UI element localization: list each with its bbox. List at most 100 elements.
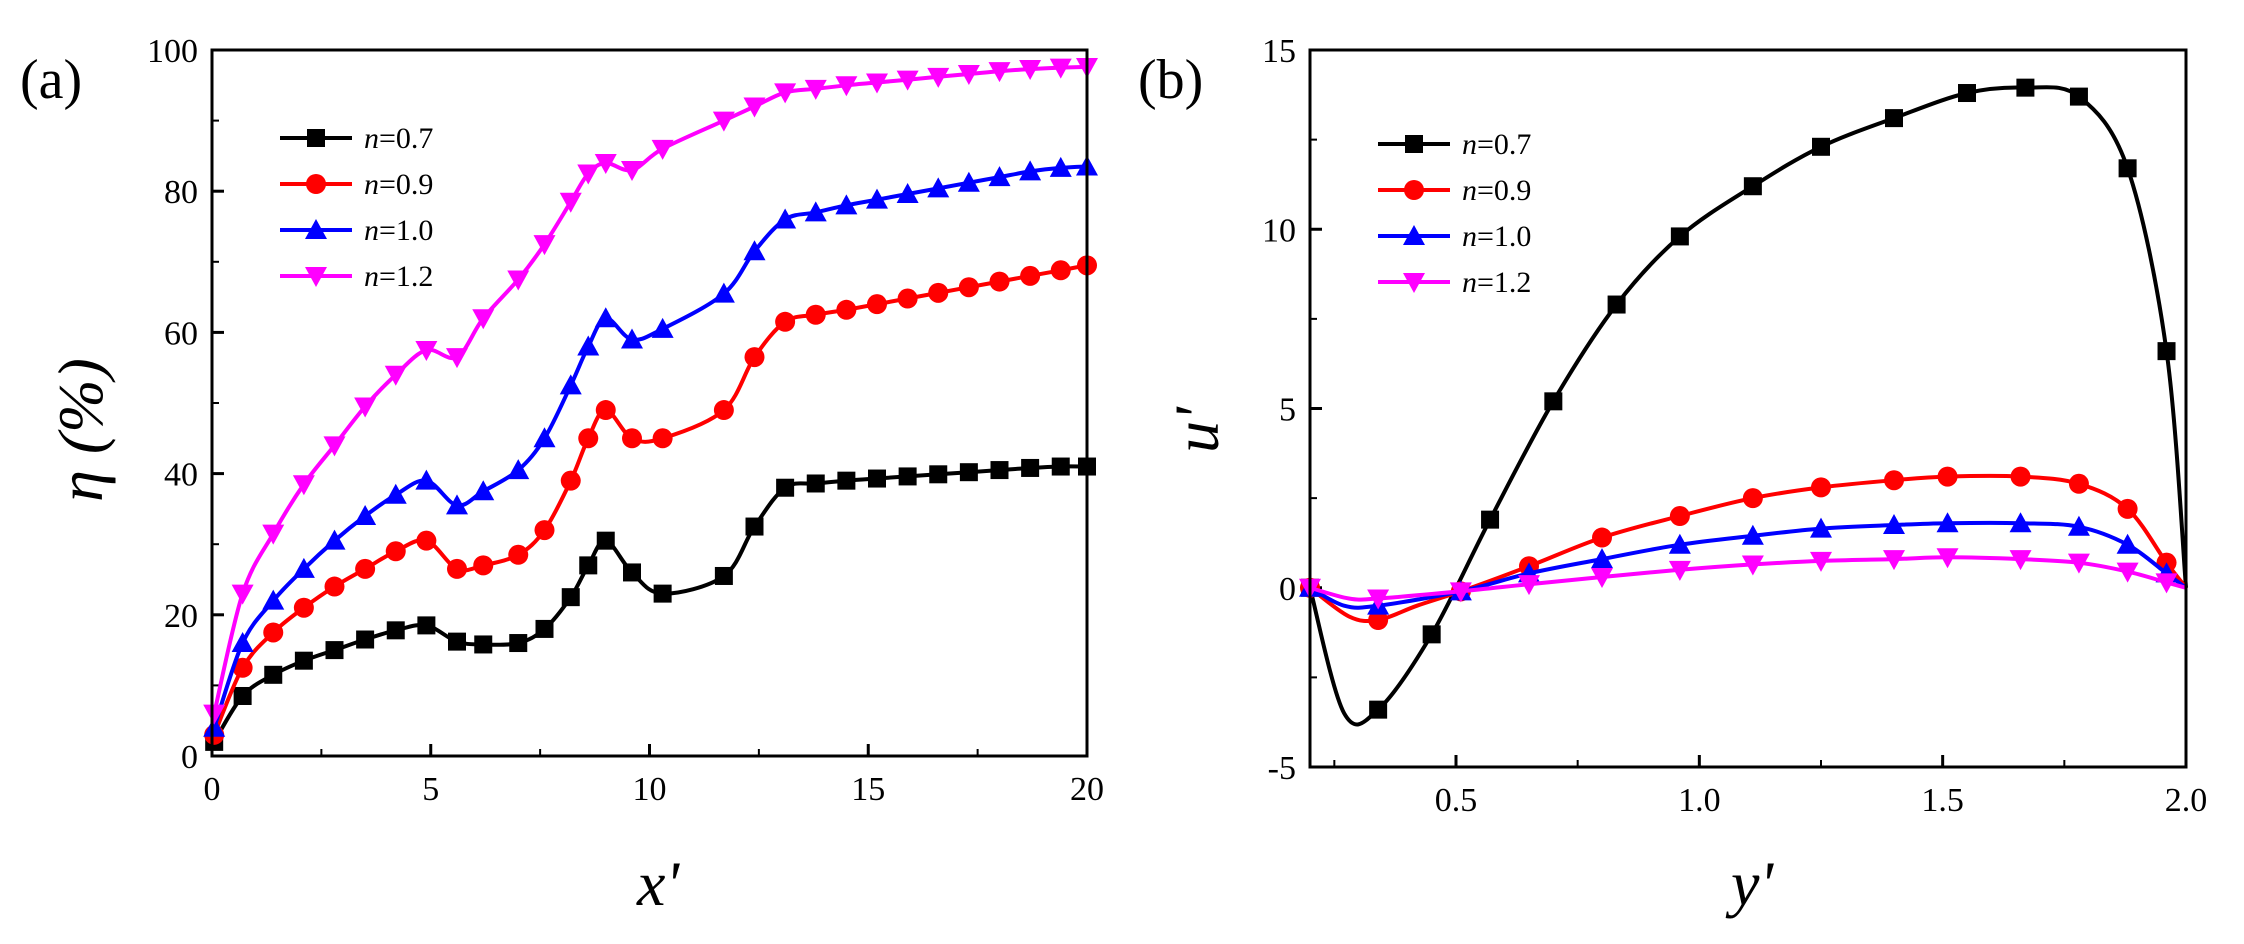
data-point (577, 335, 600, 356)
data-point (868, 469, 886, 488)
data-point (203, 704, 226, 725)
data-point (2157, 342, 2176, 361)
data-point (2116, 562, 2139, 583)
data-point (1810, 517, 1832, 538)
data-point (325, 641, 344, 660)
data-point (1592, 527, 1612, 548)
data-point (535, 619, 554, 638)
x-tick-label: 1.0 (1678, 782, 1721, 819)
data-point (1020, 265, 1041, 286)
data-point (293, 597, 314, 618)
series-n-0-7 (205, 457, 1096, 751)
data-point (323, 529, 346, 550)
data-point (1019, 160, 1042, 181)
data-point (714, 566, 733, 585)
data-point (1518, 575, 1540, 596)
data-point (1743, 177, 1762, 196)
data-point (898, 467, 917, 486)
data-point (1050, 260, 1071, 281)
data-point (959, 463, 978, 482)
data-point (594, 307, 617, 328)
data-point (1883, 514, 1905, 535)
data-point (989, 271, 1010, 292)
panel-b-plot-frame (1308, 48, 2188, 769)
data-point (356, 630, 375, 649)
x-tick-label: 15 (851, 771, 885, 808)
y-tick-label: 0 (181, 739, 198, 776)
data-point (1811, 477, 1831, 498)
data-point (231, 632, 254, 653)
data-point (835, 76, 858, 97)
data-point (1885, 109, 1903, 128)
data-point (384, 483, 407, 504)
data-point (835, 194, 858, 215)
data-point (292, 557, 315, 578)
data-point (1481, 510, 1500, 529)
data-point (579, 556, 598, 575)
data-point (507, 459, 530, 480)
data-point (1669, 506, 1690, 527)
data-point (774, 83, 797, 104)
data-point (1049, 58, 1072, 79)
data-point (958, 277, 979, 298)
y-tick-label: 40 (164, 457, 198, 494)
legend-item: n=1.2 (1378, 266, 1531, 299)
legend-item: n=1.2 (280, 260, 433, 293)
data-point (1812, 137, 1830, 156)
legend-marker (307, 129, 325, 147)
data-point (929, 465, 948, 484)
series-n-1-2 (1299, 548, 2187, 610)
data-point (2118, 159, 2137, 178)
y-tick-label: 10 (1262, 212, 1296, 249)
data-point (323, 436, 346, 457)
data-point (507, 270, 530, 291)
data-point (957, 65, 980, 86)
data-point (2067, 553, 2090, 574)
data-point (1021, 458, 1040, 477)
data-point (896, 70, 919, 91)
data-point (561, 588, 580, 607)
data-point (508, 544, 529, 565)
legend-item: n=0.9 (280, 168, 433, 201)
legend-item: n=1.0 (1378, 220, 1531, 253)
data-point (384, 365, 407, 386)
data-point (805, 304, 826, 325)
series-line (212, 64, 1088, 715)
data-point (1019, 60, 1042, 81)
data-point (927, 67, 950, 88)
data-point (417, 616, 436, 635)
data-point (2155, 573, 2178, 594)
data-point (837, 471, 856, 490)
series-line (1309, 520, 2188, 610)
data-point (743, 97, 766, 118)
y-tick-label: 5 (1279, 392, 1296, 429)
legend-item: n=1.0 (280, 214, 433, 247)
data-point (262, 589, 285, 610)
data-point (1449, 582, 1472, 603)
legend-item: n=0.9 (1378, 174, 1531, 207)
legend-label: n=1.2 (364, 260, 433, 293)
data-point (578, 428, 599, 449)
panel-a-xlabel: x' (636, 848, 680, 919)
data-point (415, 469, 438, 490)
data-point (232, 657, 253, 678)
legend-marker (1405, 135, 1423, 153)
y-tick-label: -5 (1268, 750, 1296, 787)
legend-label: n=0.7 (364, 122, 433, 155)
data-point (1668, 560, 1691, 581)
panel-b-ylabel: u' (1161, 406, 1232, 453)
data-point (472, 309, 495, 330)
x-tick-label: 2.0 (2165, 782, 2208, 819)
data-point (713, 400, 734, 421)
data-point (2069, 87, 2088, 106)
data-point (1051, 457, 1070, 476)
data-point (1810, 551, 1832, 572)
data-point (263, 622, 284, 643)
legend-label: n=1.0 (1462, 220, 1531, 253)
y-tick-label: 20 (164, 598, 198, 635)
data-point (1741, 555, 1764, 576)
data-point (622, 428, 642, 449)
data-point (1884, 470, 1904, 491)
